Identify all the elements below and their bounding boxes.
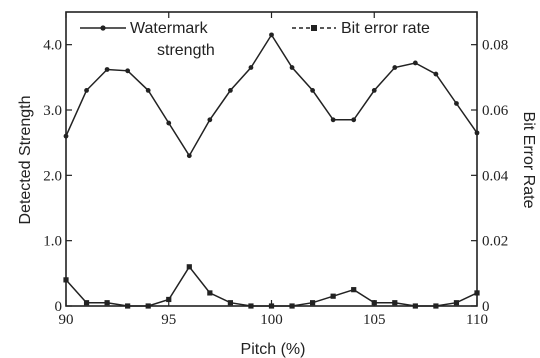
y-right-tick-label: 0.02 — [482, 234, 508, 250]
data-point-bit-error-rate — [392, 300, 398, 306]
x-tick-label: 110 — [466, 312, 488, 328]
x-tick-label: 105 — [363, 312, 386, 328]
series-layer — [63, 32, 480, 309]
y-left-tick-label: 1.0 — [43, 234, 62, 250]
series-line-watermark-strength — [65, 33, 478, 158]
data-point-bit-error-rate — [227, 300, 233, 306]
data-point-bit-error-rate — [351, 287, 357, 293]
data-point-bit-error-rate — [330, 293, 336, 299]
data-point-watermark-strength — [289, 65, 295, 70]
data-point-bit-error-rate — [433, 303, 439, 309]
data-point-watermark-strength — [433, 71, 439, 77]
data-point-bit-error-rate — [289, 303, 295, 309]
data-point-watermark-strength — [145, 88, 151, 93]
data-point-bit-error-rate — [474, 290, 480, 296]
y-left-tick-label: 2.0 — [43, 168, 62, 184]
y-left-tick-label: 3.0 — [43, 103, 62, 119]
data-point-watermark-strength — [412, 60, 418, 66]
y-right-tick-label: 0.04 — [482, 168, 509, 184]
data-point-watermark-strength — [330, 117, 336, 123]
y-left-tick-label: 4.0 — [43, 38, 62, 54]
x-tick-label: 100 — [260, 312, 283, 328]
data-point-watermark-strength — [166, 120, 172, 126]
axes: 90 95 100 105 11001.02.03.04.000.020.040.060… — [43, 11, 509, 328]
data-point-watermark-strength — [371, 88, 377, 93]
data-point-watermark-strength — [351, 117, 357, 123]
x-axis-title: Pitch (%) — [241, 341, 306, 358]
data-point-bit-error-rate — [310, 300, 316, 306]
data-point-bit-error-rate — [63, 277, 69, 283]
data-point-watermark-strength — [125, 68, 131, 74]
y-axis-title-left: Detected Strength — [17, 96, 34, 225]
data-point-watermark-strength — [63, 133, 69, 139]
data-point-watermark-strength — [392, 65, 398, 70]
legend-marker-watermark — [100, 25, 106, 31]
data-point-bit-error-rate — [166, 296, 172, 303]
legend-label-ber: Bit error rate — [341, 20, 430, 37]
data-point-watermark-strength — [310, 88, 315, 93]
data-point-watermark-strength — [104, 67, 110, 72]
data-point-watermark-strength — [84, 88, 89, 93]
data-point-watermark-strength — [474, 130, 480, 136]
data-point-bit-error-rate — [125, 303, 131, 309]
y-axis-title-right: Bit Error Rate — [520, 112, 537, 209]
x-tick-label: 90 — [59, 312, 74, 328]
x-tick-label: 95 — [161, 312, 176, 328]
data-point-bit-error-rate — [145, 303, 151, 309]
legend-label-watermark-line1: Watermark — [130, 20, 209, 37]
legend-marker-ber — [311, 25, 317, 31]
data-point-bit-error-rate — [104, 300, 110, 306]
data-point-watermark-strength — [269, 32, 274, 38]
data-point-bit-error-rate — [453, 300, 460, 306]
data-point-bit-error-rate — [186, 264, 192, 270]
y-right-tick-label: 0.08 — [482, 38, 508, 54]
data-point-bit-error-rate — [371, 300, 377, 306]
data-point-bit-error-rate — [412, 303, 418, 309]
data-point-bit-error-rate — [248, 303, 254, 309]
data-point-bit-error-rate — [268, 303, 275, 309]
legend: Watermark strength Bit error rate — [80, 20, 430, 59]
y-left-tick-label: 0 — [55, 299, 63, 315]
data-point-bit-error-rate — [83, 300, 90, 306]
y-right-tick-label: 0.06 — [482, 103, 509, 119]
legend-label-watermark-line2: strength — [157, 42, 215, 59]
data-point-watermark-strength — [454, 101, 459, 106]
y-right-tick-label: 0 — [482, 299, 490, 315]
data-point-watermark-strength — [248, 65, 254, 70]
data-point-bit-error-rate — [207, 290, 213, 296]
data-point-watermark-strength — [228, 88, 233, 93]
data-point-watermark-strength — [186, 153, 192, 159]
data-point-watermark-strength — [207, 117, 213, 123]
plot-frame — [65, 11, 478, 307]
